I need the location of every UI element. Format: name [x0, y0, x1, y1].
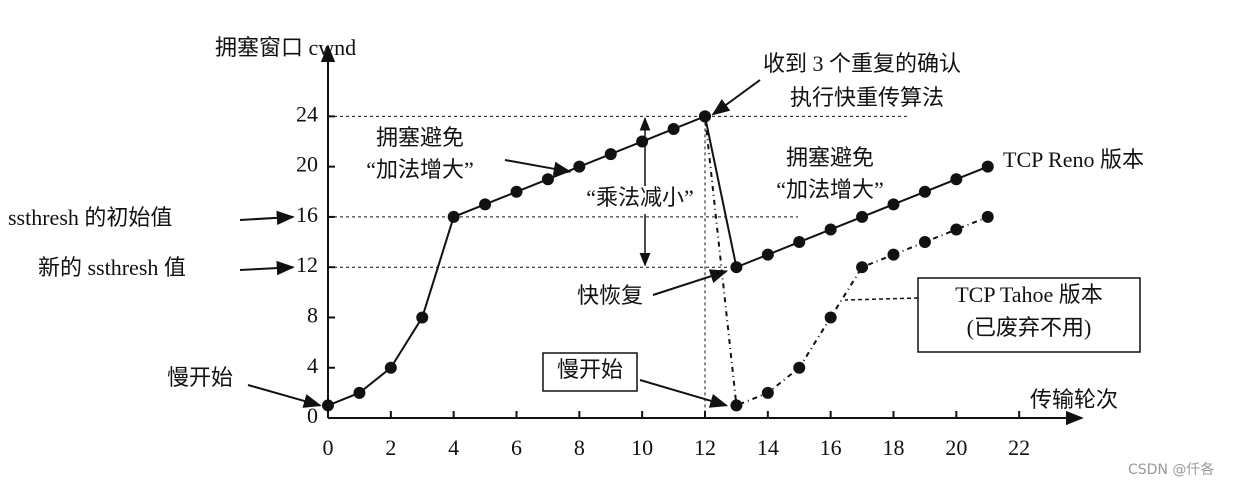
annotation: (已废弃不用) — [967, 315, 1092, 340]
legend-label: TCP Reno 版本 — [1003, 147, 1144, 172]
data-point — [918, 185, 931, 198]
data-point — [541, 173, 554, 186]
data-point — [730, 399, 743, 412]
arrow — [639, 379, 729, 408]
data-point — [887, 198, 900, 211]
annotation: 快恢复 — [577, 283, 643, 308]
y-tick-label: 8 — [307, 303, 318, 328]
data-point — [447, 210, 460, 223]
series-line — [327, 115, 989, 407]
y-tick-label: 4 — [307, 353, 318, 378]
data-point — [479, 198, 492, 211]
data-point — [322, 399, 334, 412]
legend-box — [917, 277, 1141, 353]
annotation: 收到 3 个重复的确认 — [763, 51, 961, 76]
data-point — [573, 160, 586, 173]
arrow — [711, 79, 761, 116]
x-tick-label: 22 — [1008, 435, 1030, 460]
data-point — [856, 210, 869, 223]
y-tick-label: 0 — [307, 403, 318, 428]
annotation: ssthresh 的初始值 — [8, 205, 172, 230]
data-point — [950, 223, 963, 236]
x-tick-label: 6 — [511, 435, 522, 460]
x-tick-label: 12 — [694, 435, 716, 460]
arrow — [239, 260, 295, 276]
data-point — [699, 110, 711, 123]
x-tick-label: 0 — [323, 435, 334, 460]
x-axis-label: 传输轮次 — [1030, 387, 1118, 412]
x-tick-label: 10 — [631, 435, 653, 460]
annotation: 拥塞避免 — [786, 145, 874, 170]
x-tick-label: 4 — [448, 435, 459, 460]
data-point — [793, 236, 806, 249]
data-point — [793, 361, 806, 374]
annotation: “加法增大” — [366, 157, 474, 182]
data-point — [856, 261, 869, 274]
annotation: 拥塞避免 — [376, 125, 464, 150]
data-point — [384, 361, 397, 374]
x-tick-label: 14 — [757, 435, 779, 460]
watermark: CSDN @仟各 — [1128, 462, 1214, 478]
annotation: “乘法减小” — [586, 185, 694, 210]
data-point — [761, 248, 774, 261]
y-axis-label: 拥塞窗口 cwnd — [215, 35, 356, 60]
arrow — [652, 269, 729, 296]
legend-label: TCP Tahoe 版本 — [955, 282, 1103, 307]
data-point — [730, 261, 743, 274]
y-tick-label: 24 — [296, 101, 318, 126]
y-tick-label: 20 — [296, 152, 318, 177]
arrow — [844, 297, 919, 301]
arrow — [247, 384, 322, 408]
data-point — [950, 173, 963, 186]
x-tick-label: 18 — [883, 435, 905, 460]
x-tick-label: 2 — [385, 435, 396, 460]
data-point — [416, 311, 429, 324]
arrow — [239, 210, 295, 226]
data-point — [510, 185, 523, 198]
annotation: 慢开始 — [557, 357, 623, 382]
data-point — [981, 210, 994, 223]
data-point — [353, 386, 366, 399]
data-point — [604, 148, 617, 161]
annotation: 执行快重传算法 — [790, 85, 944, 110]
y-tick-label: 16 — [296, 202, 318, 227]
annotation-box — [542, 352, 638, 392]
x-tick-label: 16 — [820, 435, 842, 460]
data-point — [636, 135, 649, 148]
data-point — [887, 248, 900, 261]
data-point — [667, 122, 680, 135]
y-tick-label: 12 — [296, 252, 318, 277]
annotation: 新的 ssthresh 值 — [38, 255, 186, 280]
data-point — [761, 386, 774, 399]
data-point — [824, 311, 837, 324]
annotation: “加法增大” — [776, 177, 884, 202]
annotation: 慢开始 — [167, 365, 233, 390]
data-point — [918, 236, 931, 249]
x-tick-label: 8 — [574, 435, 585, 460]
data-point — [824, 223, 837, 236]
data-point — [981, 160, 994, 173]
arrow — [504, 159, 572, 176]
x-tick-label: 20 — [945, 435, 967, 460]
